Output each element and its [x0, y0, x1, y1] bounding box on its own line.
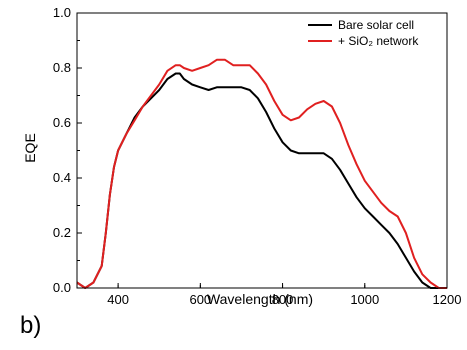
y-tick-label: 0.0: [53, 280, 71, 295]
plot-frame: [76, 12, 448, 289]
y-tick-label: 1.0: [53, 5, 71, 20]
y-axis-ticks: 0.0 0.2 0.4 0.6 0.8 1.0: [53, 5, 82, 295]
y-tick-label: 0.6: [53, 115, 71, 130]
x-tick-label: 1200: [433, 292, 462, 307]
x-tick-label: 600: [189, 292, 211, 307]
x-tick-label: 800: [272, 292, 294, 307]
axes-frame: [76, 12, 448, 289]
y-axis-label: EQE: [22, 133, 38, 163]
y-tick-label: 0.8: [53, 60, 71, 75]
x-axis-label: Wavelength (nm): [207, 291, 313, 307]
legend: Bare solar cell + SiO₂ network: [308, 18, 419, 48]
plot-lines: [76, 58, 447, 289]
legend-label-2: + SiO₂ network: [338, 34, 419, 48]
x-tick-label: 400: [107, 292, 129, 307]
y-tick-label: 0.4: [53, 170, 71, 185]
panel-label: b): [20, 312, 42, 339]
y-tick-label: 0.2: [53, 225, 71, 240]
series-line-2: [76, 58, 447, 289]
x-axis-ticks: 400 600 800 1000 1200: [107, 283, 461, 307]
legend-label-1: Bare solar cell: [338, 18, 414, 32]
x-tick-label: 1000: [350, 292, 379, 307]
series-line-1: [76, 72, 447, 289]
